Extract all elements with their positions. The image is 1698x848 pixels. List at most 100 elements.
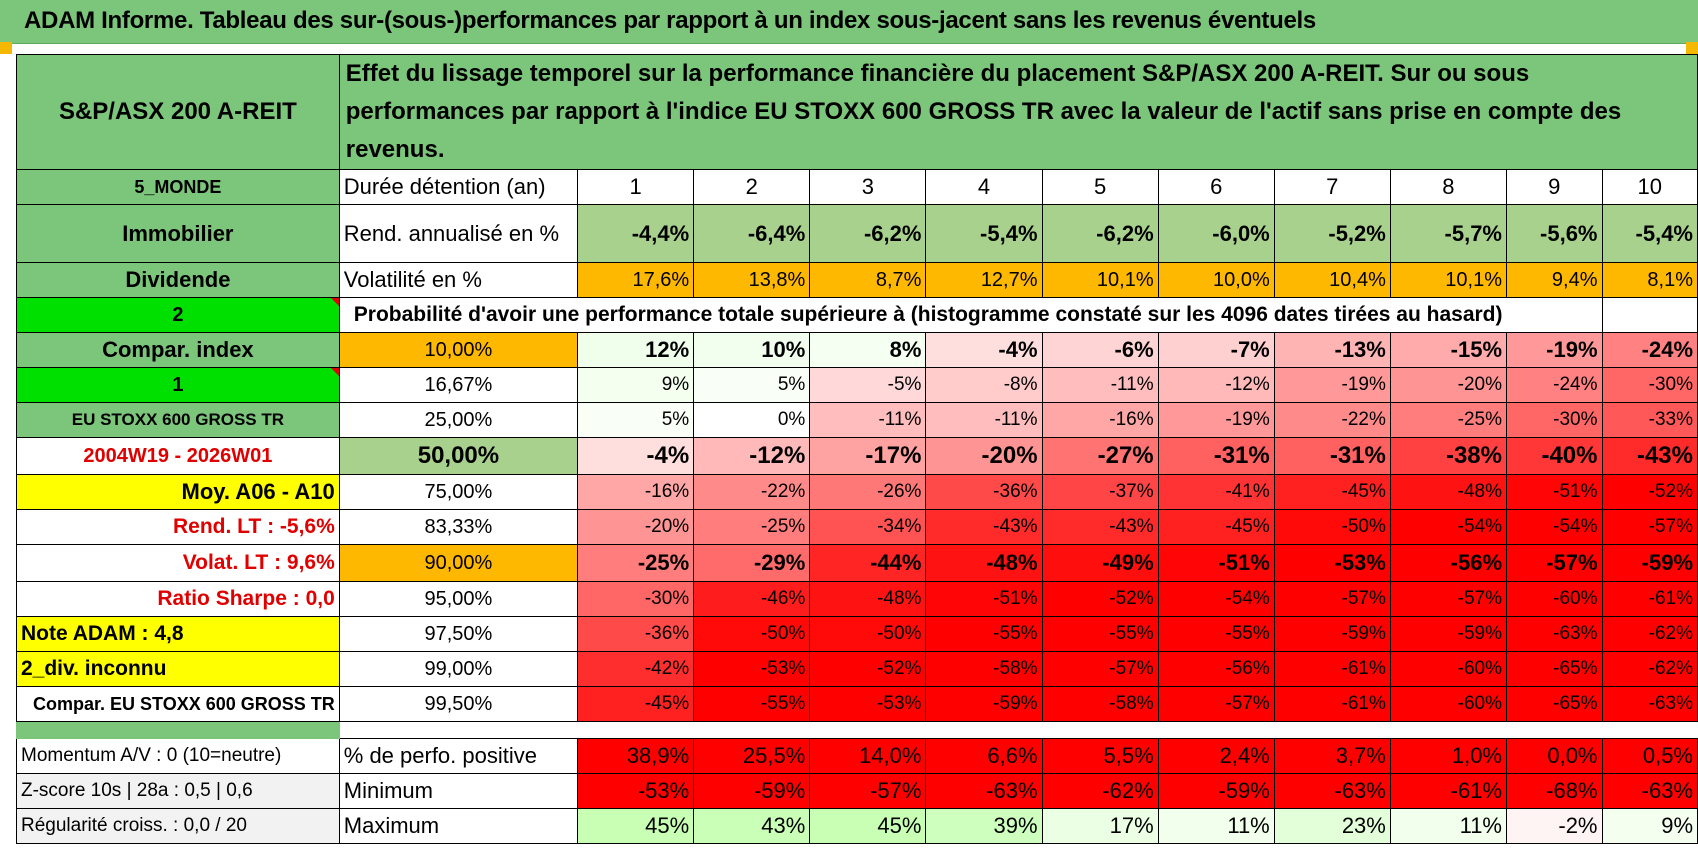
- max-cell: 23%: [1273, 808, 1391, 844]
- perf-cell: -50%: [693, 616, 811, 652]
- perf-cell: -57%: [1041, 651, 1159, 687]
- percentile-row: Ratio Sharpe : 0,0 95,00% -30% -46% -48% -51%…: [16, 581, 1698, 617]
- max-cell: 43%: [693, 808, 811, 844]
- perf-cell: -51%: [1157, 544, 1275, 582]
- summary-label: % de perfo. positive: [338, 738, 579, 774]
- perf-cell: -58%: [925, 651, 1043, 687]
- percentile-value: 83,33%: [338, 509, 579, 545]
- pos-cell: 38,9%: [577, 738, 695, 774]
- perf-cell: -57%: [1389, 581, 1508, 617]
- perf-cell: -53%: [1273, 544, 1391, 582]
- vol-cell: 10,1%: [1041, 262, 1159, 298]
- type-label: Dividende: [16, 262, 340, 298]
- pos-cell: 5,5%: [1041, 738, 1159, 774]
- perf-cell: -25%: [577, 544, 695, 582]
- percentile-row: Rend. LT : -5,6% 83,33% -20% -25% -34% -43% -4…: [16, 509, 1698, 545]
- perf-cell: -25%: [1389, 402, 1508, 438]
- perf-cell: -58%: [1041, 686, 1159, 722]
- vol-cell: 10,4%: [1273, 262, 1391, 298]
- perf-cell: 10%: [693, 332, 811, 368]
- perf-cell: -11%: [1041, 367, 1159, 403]
- selector-2[interactable]: 1: [16, 367, 340, 403]
- percentile-value: 75,00%: [338, 474, 579, 510]
- compar-label: Compar. EU STOXX 600 GROSS TR: [16, 686, 340, 722]
- min-cell: -63%: [1273, 773, 1391, 809]
- perf-cell: -54%: [1157, 581, 1275, 617]
- perf-cell: -56%: [1389, 544, 1508, 582]
- perf-cell: -44%: [809, 544, 927, 582]
- perf-cell: -24%: [1601, 332, 1698, 368]
- selector-1[interactable]: 2: [16, 297, 340, 333]
- perf-cell: -65%: [1506, 686, 1603, 722]
- rend-cell: -6,2%: [1041, 204, 1159, 263]
- rend-cell: -6,0%: [1157, 204, 1275, 263]
- perf-cell: -59%: [1273, 616, 1391, 652]
- percentile-row: 1 16,67% 9% 5% -5% -8% -11% -12% -19% -20% -24% -30…: [16, 367, 1698, 403]
- proba-row: 2 Probabilité d'avoir une performance to…: [16, 297, 1698, 333]
- percentile-value: 50,00%: [338, 437, 579, 475]
- summary-label: Maximum: [338, 808, 579, 844]
- moy-label: Moy. A06 - A10: [16, 474, 340, 510]
- max-cell: 45%: [809, 808, 927, 844]
- vol-cell: 8,1%: [1601, 262, 1698, 298]
- perf-cell: -59%: [925, 686, 1043, 722]
- percentile-row: 2_div. inconnu 99,00% -42% -53% -52% -58% -57%…: [16, 651, 1698, 687]
- perf-cell: -48%: [809, 581, 927, 617]
- percentile-row: Compar. EU STOXX 600 GROSS TR 99,50% -45% -…: [16, 686, 1698, 722]
- corner-marker-left: [0, 42, 12, 54]
- perf-cell: -41%: [1157, 474, 1275, 510]
- perf-cell: 12%: [577, 332, 695, 368]
- pos-cell: 1,0%: [1389, 738, 1508, 774]
- report-title: ADAM Informe. Tableau des sur-(sous-)per…: [24, 7, 1316, 34]
- perf-cell: -29%: [693, 544, 811, 582]
- year-header: 5: [1041, 169, 1159, 205]
- asset-name: S&P/ASX 200 A-REIT: [16, 54, 340, 170]
- perf-cell: -33%: [1601, 402, 1698, 438]
- performance-table: S&P/ASX 200 A-REIT Effet du lissage temp…: [16, 54, 1698, 844]
- rend-cell: -5,2%: [1273, 204, 1391, 263]
- pos-cell: 0,0%: [1506, 738, 1603, 774]
- perf-cell: -54%: [1389, 509, 1508, 545]
- perf-cell: -45%: [1273, 474, 1391, 510]
- perf-cell: -42%: [577, 651, 695, 687]
- year-header: 2: [693, 169, 811, 205]
- vol-cell: 17,6%: [577, 262, 695, 298]
- period-label: 2004W19 - 2026W01: [16, 437, 340, 475]
- min-cell: -59%: [693, 773, 811, 809]
- max-cell: 11%: [1157, 808, 1275, 844]
- perf-cell: -36%: [925, 474, 1043, 510]
- summary-side-label: Régularité croiss. : 0,0 / 20: [16, 808, 340, 844]
- perf-cell: -12%: [693, 437, 811, 475]
- perf-cell: -13%: [1273, 332, 1391, 368]
- empty-cell: [1506, 297, 1603, 333]
- rend-cell: -5,4%: [1601, 204, 1698, 263]
- perf-cell: -24%: [1506, 367, 1603, 403]
- perf-cell: -55%: [925, 616, 1043, 652]
- rend-cell: -6,2%: [809, 204, 927, 263]
- percentile-row: Compar. index 10,00% 12% 10% 8% -4% -6% -7% -13%…: [16, 332, 1698, 368]
- pos-cell: 2,4%: [1157, 738, 1275, 774]
- perf-cell: -57%: [1506, 544, 1603, 582]
- min-cell: -59%: [1157, 773, 1275, 809]
- index-name: EU STOXX 600 GROSS TR: [16, 402, 340, 438]
- year-header: 6: [1157, 169, 1275, 205]
- perf-cell: -43%: [1041, 509, 1159, 545]
- max-cell: 45%: [577, 808, 695, 844]
- perf-cell: -51%: [925, 581, 1043, 617]
- vol-cell: 13,8%: [693, 262, 811, 298]
- year-header: 4: [925, 169, 1043, 205]
- perf-cell: -62%: [1601, 651, 1698, 687]
- header-description: Effet du lissage temporel sur la perform…: [338, 54, 1698, 170]
- perf-cell: -20%: [1389, 367, 1508, 403]
- perf-cell: -8%: [925, 367, 1043, 403]
- max-cell: 17%: [1041, 808, 1159, 844]
- perf-cell: -34%: [809, 509, 927, 545]
- perf-cell: -63%: [1601, 686, 1698, 722]
- percentile-row: Volat. LT : 9,6% 90,00% -25% -29% -44% -48% -4…: [16, 544, 1698, 582]
- percentile-value: 95,00%: [338, 581, 579, 617]
- percentile-value: 10,00%: [338, 332, 579, 368]
- rend-lt-label: Rend. LT : -5,6%: [16, 509, 340, 545]
- div-label: 2_div. inconnu: [16, 651, 340, 687]
- percentile-row: Note ADAM : 4,8 97,50% -36% -50% -50% -55% -55…: [16, 616, 1698, 652]
- perf-cell: 9%: [577, 367, 695, 403]
